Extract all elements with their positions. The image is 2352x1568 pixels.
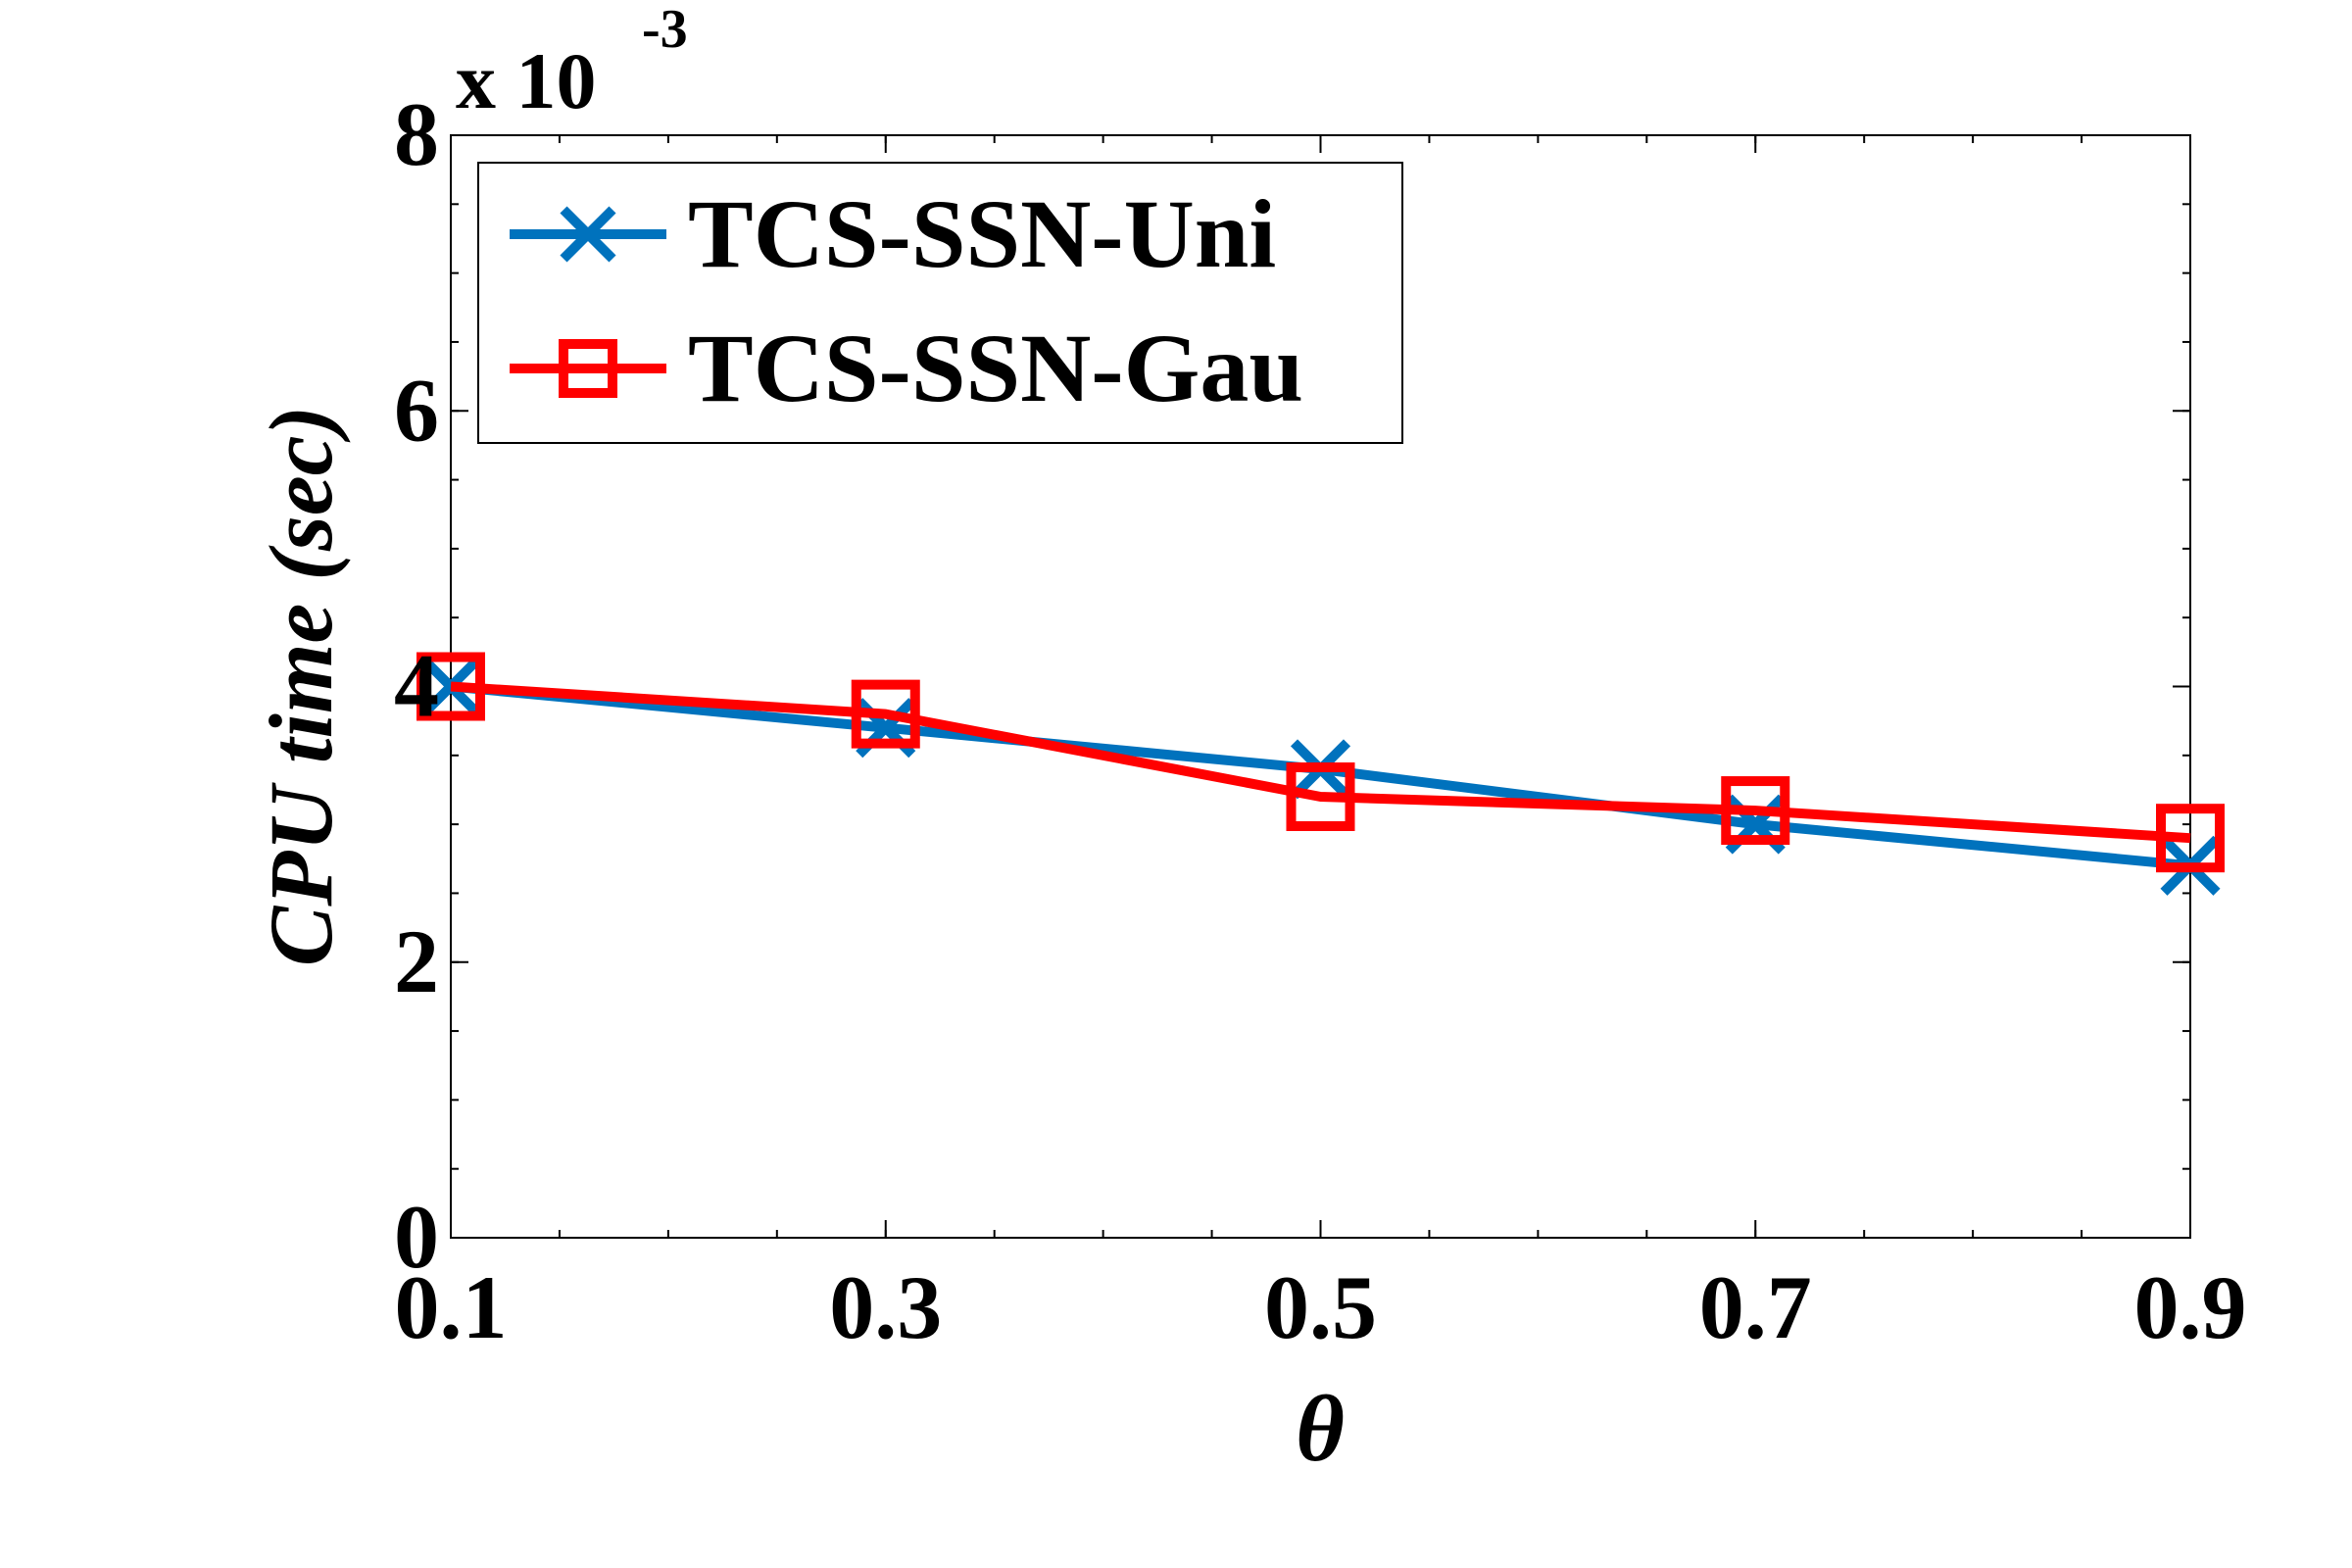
y-axis-title: CPU time (sec) [251, 406, 351, 966]
x-tick-label: 0.3 [829, 1257, 942, 1357]
data-point-square-marker [416, 652, 485, 721]
data-point-square-marker [851, 679, 920, 749]
y-tick-label: 8 [394, 84, 439, 184]
y-tick-label: 4 [394, 636, 439, 736]
y-tick-label: 2 [394, 911, 439, 1011]
y-tick-label: 6 [394, 360, 439, 460]
x-tick-label: 0.9 [2134, 1257, 2247, 1357]
legend-label-gau: TCS-SSN-Gau [688, 314, 1303, 422]
legend-box [477, 162, 1403, 444]
legend-label-uni: TCS-SSN-Uni [688, 179, 1276, 288]
series-line [450, 681, 2191, 844]
x-tick-label: 0.5 [1264, 1257, 1377, 1357]
data-point-square-marker [2156, 804, 2225, 873]
legend-marker-gau-square [559, 339, 617, 398]
data-point-square-marker [1721, 776, 1790, 846]
series-layer [416, 652, 2225, 896]
x-tick-label: 0.1 [395, 1257, 508, 1357]
tick-labels: 0 2 4 6 8 0.1 0.3 0.5 0.7 0.9 [394, 84, 2247, 1357]
legend: TCS-SSN-Uni TCS-SSN-Gau [477, 162, 1403, 444]
y-multiplier-exponent: -3 [642, 0, 688, 60]
y-tick-label: 0 [394, 1187, 439, 1287]
legend-marker-uni-x [560, 206, 616, 263]
x-tick-label: 0.7 [1699, 1257, 1812, 1357]
data-point-square-marker [1286, 762, 1355, 831]
x-axis-title: θ [1296, 1376, 1345, 1481]
series-tcs-ssn-gau [416, 652, 2225, 873]
y-multiplier-base: x 10 [456, 36, 597, 125]
